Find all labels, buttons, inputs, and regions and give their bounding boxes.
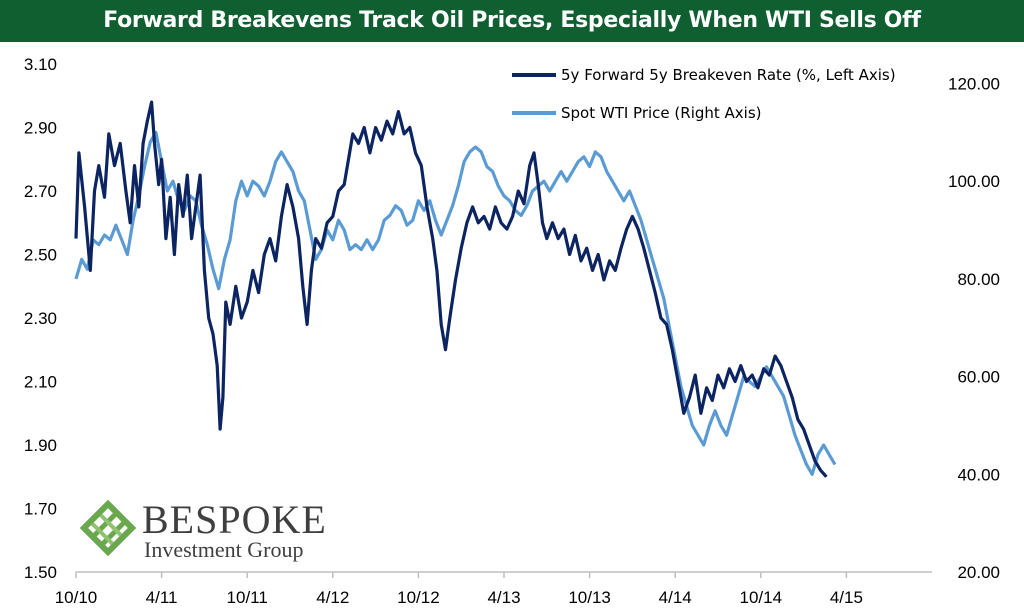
x-tick-label: 4/11 bbox=[146, 588, 178, 607]
x-tick-label: 10/10 bbox=[55, 588, 98, 607]
bespoke-logo: BESPOKE Investment Group bbox=[79, 497, 327, 562]
y-right-tick-label: 120.00 bbox=[948, 75, 1000, 94]
legend-label-wti: Spot WTI Price (Right Axis) bbox=[561, 104, 762, 122]
y-left-tick-label: 1.70 bbox=[24, 500, 57, 519]
legend: 5y Forward 5y Breakeven Rate (%, Left Ax… bbox=[512, 66, 896, 122]
y-left-tick-label: 3.10 bbox=[24, 55, 57, 74]
y-left-tick-label: 1.50 bbox=[24, 563, 57, 582]
y-left-tick-label: 2.70 bbox=[24, 182, 57, 201]
x-tick-label: 10/11 bbox=[227, 588, 268, 607]
legend-label-breakeven: 5y Forward 5y Breakeven Rate (%, Left Ax… bbox=[561, 66, 896, 84]
y-left-tick-label: 2.50 bbox=[24, 246, 57, 265]
x-tick-label: 10/12 bbox=[397, 588, 440, 607]
x-tick-label: 4/14 bbox=[659, 588, 692, 607]
series-layer bbox=[74, 100, 837, 478]
logo-mark-icon bbox=[79, 499, 137, 557]
x-tick-label: 4/12 bbox=[316, 588, 349, 607]
y-right-tick-label: 100.00 bbox=[948, 172, 1000, 191]
y-right-tick-label: 60.00 bbox=[957, 368, 1000, 387]
y-right-tick-label: 20.00 bbox=[957, 563, 1000, 582]
series-line-breakeven bbox=[74, 100, 828, 478]
y-left-tick-label: 1.90 bbox=[24, 436, 57, 455]
y-right-axis: 20.00 40.00 60.00 80.00 100.00 120.00 bbox=[948, 75, 1000, 582]
y-left-tick-label: 2.10 bbox=[24, 373, 57, 392]
x-tick-label: 4/13 bbox=[487, 588, 520, 607]
y-left-tick-label: 2.30 bbox=[24, 309, 57, 328]
x-tick-label: 10/14 bbox=[740, 588, 783, 607]
y-left-tick-label: 2.90 bbox=[24, 119, 57, 138]
y-right-tick-label: 80.00 bbox=[957, 270, 1000, 289]
logo-tagline: Investment Group bbox=[144, 537, 303, 562]
chart-title: Forward Breakevens Track Oil Prices, Esp… bbox=[0, 0, 1024, 42]
logo-name: BESPOKE bbox=[142, 497, 327, 542]
series-line-wti bbox=[74, 130, 837, 476]
x-tick-label: 4/15 bbox=[830, 588, 863, 607]
y-right-tick-label: 40.00 bbox=[957, 465, 1000, 484]
x-tick-label: 10/13 bbox=[568, 588, 611, 607]
y-left-axis: 1.50 1.70 1.90 2.10 2.30 2.50 2.70 2.90 3.10 bbox=[24, 55, 57, 582]
x-axis: 10/10 4/11 10/11 4/12 10/12 4/13 10/13 4/14 10/1… bbox=[55, 572, 863, 607]
plot-area: 10/10 4/11 10/11 4/12 10/12 4/13 10/13 4/14 10/1… bbox=[24, 55, 1000, 607]
